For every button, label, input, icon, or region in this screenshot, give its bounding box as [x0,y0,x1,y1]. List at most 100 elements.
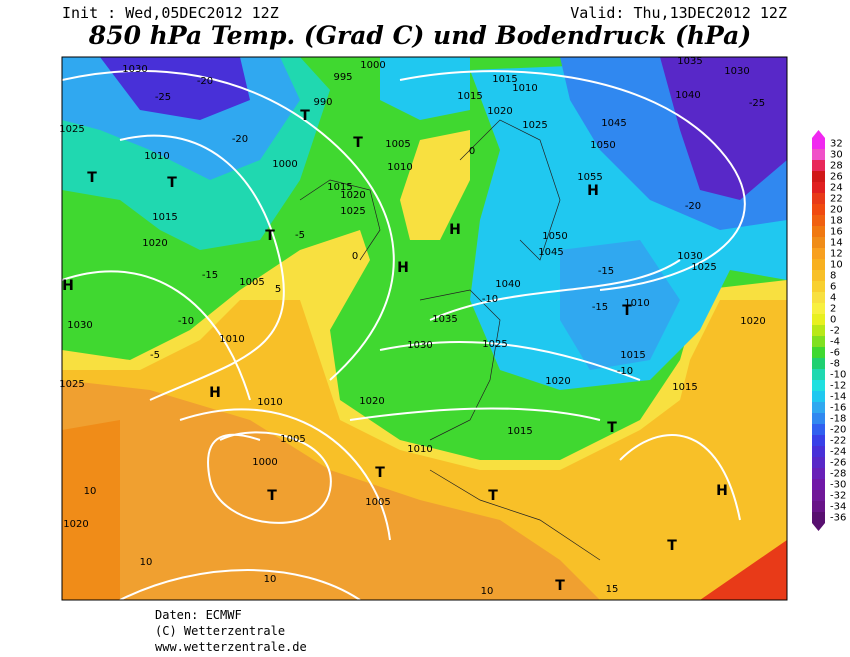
contour-label: 1015 [672,382,697,393]
contour-label: 1050 [590,140,615,151]
colorbar-swatch [812,446,825,457]
colorbar-swatch [812,380,825,391]
colorbar-swatch [812,402,825,413]
pressure-center: T [375,465,385,481]
colorbar-swatch [812,490,825,501]
contour-label: -10 [482,294,498,305]
contour-label: 1015 [492,74,517,85]
colorbar-swatch [812,369,825,380]
colorbar-label: -8 [830,359,840,370]
map-frame [61,56,788,601]
contour-label: 1055 [577,172,602,183]
colorbar-top [812,130,825,138]
colorbar-label: 4 [830,293,836,304]
contour-label: -15 [592,302,608,313]
colorbar-swatch [812,204,825,215]
contour-label: 1025 [691,262,716,273]
contour-label: -10 [178,316,194,327]
pressure-center: T [667,538,677,554]
pressure-center: H [209,385,221,401]
colorbar-label: -30 [830,480,846,491]
contour-label: -25 [749,98,765,109]
colorbar-swatch [812,314,825,325]
contour-label: 1010 [512,83,537,94]
contour-label: 1000 [272,159,297,170]
contour-label: 1020 [142,238,167,249]
colorbar-label: -36 [830,513,846,524]
contour-label: 1010 [387,162,412,173]
colorbar-swatch [812,259,825,270]
contour-label: 1010 [407,444,432,455]
colorbar-label: 6 [830,282,836,293]
contour-label: 1030 [122,64,147,75]
colorbar-label: 0 [830,315,836,326]
colorbar-swatch [812,468,825,479]
colorbar-label: -14 [830,392,846,403]
contour-label: 1025 [522,120,547,131]
pressure-center: H [716,483,728,499]
colorbar-label: 22 [830,194,843,205]
colorbar-label: -2 [830,326,840,337]
contour-label: 10 [481,586,494,597]
contour-label: 0 [352,251,358,262]
colorbar-label: 2 [830,304,836,315]
colorbar-swatch [812,435,825,446]
valid-time: Valid: Thu,13DEC2012 12Z [570,4,787,22]
contour-label: 1005 [385,139,410,150]
contour-label: 1030 [724,66,749,77]
contour-label: -20 [197,76,213,87]
pressure-center: T [265,228,275,244]
contour-label: 1025 [59,124,84,135]
colorbar-swatch [812,479,825,490]
colorbar-swatch [812,270,825,281]
contour-label: 1040 [495,279,520,290]
contour-label: -20 [685,201,701,212]
contour-label: 1020 [487,106,512,117]
colorbar-label: -24 [830,447,846,458]
footer-line: www.wetterzentrale.de [155,640,307,654]
contour-label: -15 [202,270,218,281]
colorbar-label: -20 [830,425,846,436]
colorbar-swatch [812,138,825,149]
contour-label: 1035 [432,314,457,325]
contour-label: -15 [598,266,614,277]
footer-line: (C) Wetterzentrale [155,624,285,638]
colorbar-swatch [812,347,825,358]
colorbar-swatch [812,171,825,182]
colorbar-swatch [812,501,825,512]
contour-label: 1000 [360,60,385,71]
map-title: 850 hPa Temp. (Grad C) und Bodendruck (h… [88,21,751,50]
pressure-center: T [555,578,565,594]
colorbar-label: -10 [830,370,846,381]
contour-label: 995 [333,72,352,83]
colorbar-swatch [812,281,825,292]
contour-label: 1020 [740,316,765,327]
colorbar-label: 16 [830,227,843,238]
pressure-center: T [607,420,617,436]
contour-label: 1015 [327,182,352,193]
colorbar-label: 8 [830,271,836,282]
colorbar-swatch [812,391,825,402]
contour-label: 1040 [675,90,700,101]
contour-label: 1010 [144,151,169,162]
colorbar-swatch [812,303,825,314]
contour-label: 1030 [407,340,432,351]
contour-label: 1005 [280,434,305,445]
contour-label: 0 [469,146,475,157]
colorbar-label: 18 [830,216,843,227]
contour-label: 1050 [542,231,567,242]
contour-label: 1010 [624,298,649,309]
contour-label: 1030 [67,320,92,331]
contour-label: 1020 [545,376,570,387]
contour-label: 1000 [252,457,277,468]
contour-label: 1015 [457,91,482,102]
contour-label: 1015 [507,426,532,437]
contour-label: 1035 [677,56,702,67]
colorbar-swatch [812,237,825,248]
pressure-center: T [353,135,363,151]
colorbar-label: -22 [830,436,846,447]
colorbar-label: -18 [830,414,846,425]
colorbar-swatch [812,182,825,193]
pressure-center: T [87,170,97,186]
contour-label: -5 [295,230,305,241]
